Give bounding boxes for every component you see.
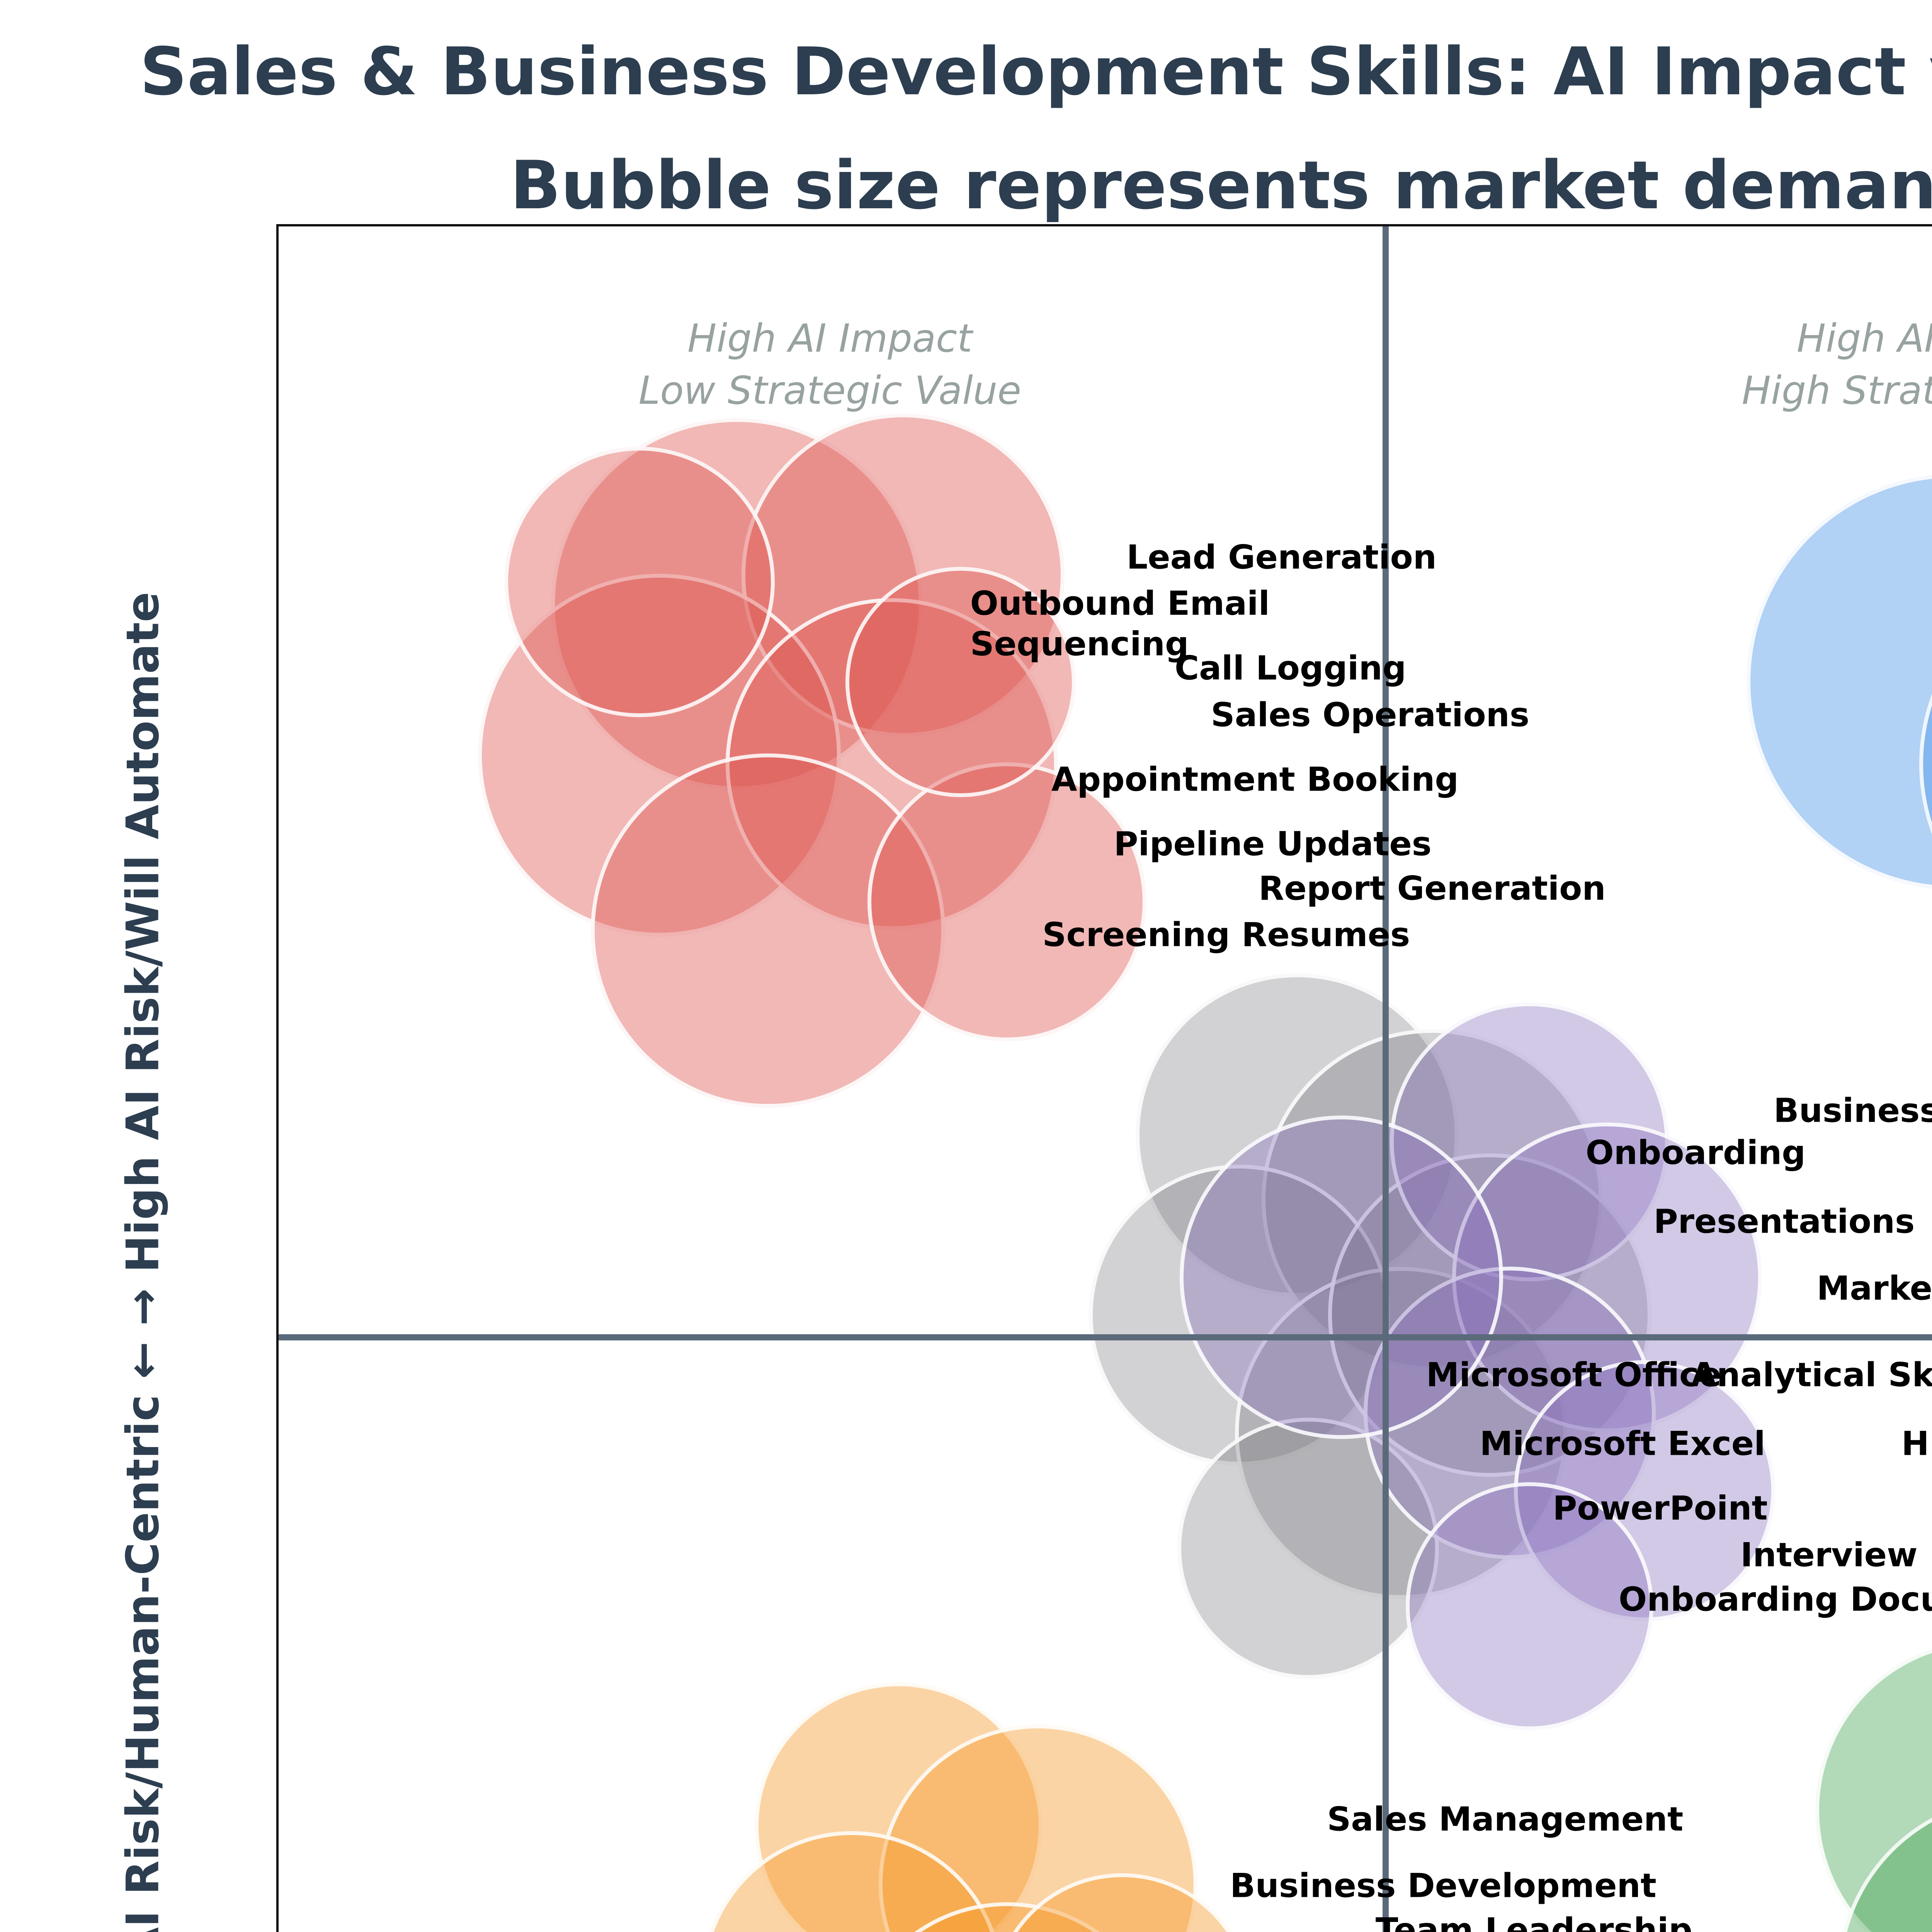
skill-label: Onboarding Documents xyxy=(1618,1580,1932,1619)
skill-label: Presentations xyxy=(1653,1202,1915,1241)
skill-label: Business Development xyxy=(1230,1866,1656,1905)
automation-risk-red-bubble xyxy=(867,762,1147,1041)
skill-label: Market Research xyxy=(1816,1269,1932,1308)
automation-risk-red-bubble xyxy=(845,566,1076,797)
quadrant-divider-vertical xyxy=(1383,226,1389,1932)
bubbles-layer xyxy=(279,226,1932,1932)
office-tools-purple-bubble xyxy=(1405,1482,1654,1730)
office-tools-purple-bubble xyxy=(1180,1116,1503,1439)
page-title: Sales & Business Development Skills: AI … xyxy=(139,34,1932,110)
skill-label: Microsoft Office xyxy=(1426,1355,1722,1395)
skill-label: PowerPoint xyxy=(1553,1489,1768,1528)
skill-label: Appointment Booking xyxy=(1051,760,1459,799)
quadrant-caption-top-right: High AI Impact High Strategic Value xyxy=(1742,315,1932,413)
quadrant-caption-top-left: High AI Impact Low Strategic Value xyxy=(638,315,1021,413)
skill-label: Team Leadership xyxy=(1375,1911,1692,1932)
skill-label: Microsoft Excel xyxy=(1480,1424,1765,1463)
skill-label: Screening Resumes xyxy=(1042,915,1410,954)
y-axis-label: Low AI Risk/Human-Centric ← → High AI Ri… xyxy=(117,592,169,1932)
skill-label: Sales Management xyxy=(1327,1800,1684,1839)
skill-label: Call Logging xyxy=(1174,649,1406,688)
skill-label: Report Generation xyxy=(1259,869,1606,908)
automation-risk-red-bubble xyxy=(504,447,775,717)
title-block: Sales & Business Development Skills: AI … xyxy=(0,15,1932,243)
skill-label: Analytical Skills xyxy=(1691,1355,1932,1395)
skill-label: HR Policies xyxy=(1901,1424,1932,1463)
skill-label: Sales Operations xyxy=(1211,696,1530,735)
skill-label: Interview Preparation xyxy=(1740,1536,1932,1575)
skill-label: Lead Generation xyxy=(1126,538,1437,577)
plot-area: Lead Generation Outbound Email Sequencing… xyxy=(276,224,1932,1932)
skill-label: Outbound Email Sequencing xyxy=(970,584,1270,664)
quadrant-divider-horizontal xyxy=(279,1334,1932,1340)
page-subtitle: Bubble size represents market demand/sup… xyxy=(510,146,1932,224)
skill-label: Onboarding xyxy=(1585,1133,1806,1172)
labels-layer: Lead Generation Outbound Email Sequencing… xyxy=(279,226,1932,1932)
skill-label: Pipeline Updates xyxy=(1114,825,1432,864)
skill-label: Business Strategy xyxy=(1774,1091,1932,1130)
